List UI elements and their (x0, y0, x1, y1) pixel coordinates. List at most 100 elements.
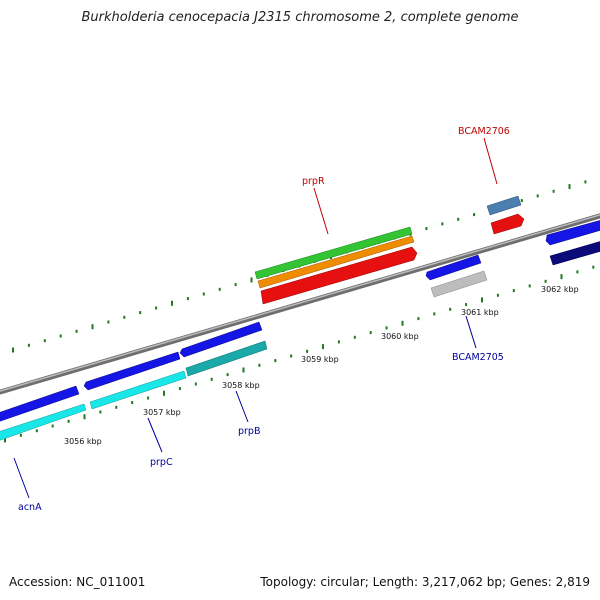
lower-tick-dot (35, 429, 38, 433)
label-prpC[interactable]: prpC (150, 457, 173, 468)
tick-label-3062: 3062 kbp (541, 285, 579, 294)
prpR-connector (313, 187, 329, 235)
lower-tick-dot (178, 387, 181, 391)
lower-tick-dot (481, 297, 483, 303)
tick-label-3057: 3057 kbp (143, 408, 181, 417)
upper-tick-dot (27, 343, 30, 347)
label-BCAM2705[interactable]: BCAM2705 (452, 352, 504, 363)
gene-right-blue-arrow[interactable] (545, 219, 600, 246)
lower-tick-dot (401, 320, 404, 326)
gene-prpR-green[interactable] (254, 226, 413, 280)
gene-prpB-feature[interactable] (185, 340, 268, 377)
gene-prpR-orange[interactable] (257, 235, 415, 289)
upper-tick-dot (155, 306, 158, 310)
lower-tick-dot (306, 349, 309, 353)
lower-tick-dot (576, 270, 579, 274)
lower-tick-dot (115, 405, 118, 409)
gene-BCAM2705-arrow[interactable] (425, 254, 482, 281)
lower-tick-dot (147, 396, 150, 400)
gene-prpC-feature[interactable] (89, 370, 187, 410)
gene-prpB-arrow[interactable] (179, 321, 263, 358)
upper-tick-dot (171, 300, 173, 306)
upper-tick-dot (568, 184, 571, 190)
upper-tick-dot (520, 199, 523, 203)
lower-tick-dot (353, 335, 356, 339)
label-acnA[interactable]: acnA (18, 502, 42, 513)
lower-tick-dot (496, 293, 499, 297)
lower-tick-dot (544, 279, 547, 283)
lower-tick-dot (369, 331, 372, 335)
lower-tick-dot (131, 401, 134, 405)
upper-tick-dot (457, 217, 460, 221)
gene-BCAM2706-arrow[interactable] (490, 213, 525, 235)
upper-tick-dot (584, 180, 587, 184)
upper-tick-dot (107, 320, 110, 324)
upper-tick-dot (186, 297, 189, 301)
map-title: Burkholderia cenocepacia J2315 chromosom… (81, 10, 519, 25)
lower-tick-dot (592, 265, 595, 269)
upper-tick-dot (218, 287, 221, 291)
lower-tick-dot (322, 344, 324, 350)
upper-tick-dot (123, 315, 126, 319)
gene-prpR-red[interactable] (260, 246, 418, 305)
lower-tick-dot (4, 437, 6, 443)
label-prpR[interactable]: prpR (302, 176, 325, 187)
lower-tick-dot (274, 359, 277, 363)
chromosome-backbone-highlight (0, 214, 600, 392)
chromosome-backbone (0, 213, 600, 395)
upper-tick-dot (43, 339, 46, 343)
lower-tick-dot (290, 354, 293, 358)
gene-BCAM2705-feature[interactable] (430, 270, 488, 298)
tick-label-3060: 3060 kbp (381, 332, 419, 341)
lower-tick-dot (163, 390, 165, 396)
label-BCAM2706[interactable]: BCAM2706 (458, 126, 510, 137)
gene-acnA-arrow[interactable] (0, 385, 80, 423)
accession-text: Accession: NC_011001 (9, 575, 146, 589)
upper-tick-dot (441, 222, 444, 226)
lower-tick-dot (449, 307, 452, 311)
lower-tick-dot (465, 303, 468, 307)
gene-prpC-arrow[interactable] (83, 351, 181, 391)
lower-tick-dot (242, 367, 245, 373)
lower-tick-dot (560, 274, 563, 280)
prpB-connector (235, 390, 249, 423)
topology-text: Topology: circular; Length: 3,217,062 bp… (260, 575, 590, 589)
tick-label-3056: 3056 kbp (64, 437, 102, 446)
prpC-connector (147, 417, 163, 453)
gene-acnA-feature[interactable] (0, 403, 87, 442)
lower-tick-dot (210, 377, 213, 381)
upper-tick-dot (202, 292, 205, 296)
upper-tick-dot (552, 189, 555, 193)
upper-tick-dot (473, 213, 476, 217)
label-prpB[interactable]: prpB (238, 426, 260, 437)
tick-label-3061: 3061 kbp (461, 308, 499, 317)
upper-tick-dot (75, 329, 78, 333)
gene-right-navy-feature[interactable] (549, 240, 600, 266)
tick-label-3059: 3059 kbp (301, 355, 339, 364)
BCAM2706-connector (483, 137, 498, 185)
upper-tick-dot (59, 334, 62, 338)
lower-tick-dot (51, 424, 54, 428)
lower-tick-dot (258, 363, 261, 367)
lower-tick-dot (337, 340, 340, 344)
upper-tick-dot (12, 347, 14, 353)
lower-tick-dot (19, 433, 22, 437)
upper-tick-dot (234, 283, 237, 287)
lower-tick-dot (194, 382, 197, 386)
lower-tick-dot (83, 414, 86, 420)
upper-tick-dot (536, 194, 539, 198)
lower-tick-dot (99, 410, 102, 414)
lower-tick-dot (433, 312, 436, 316)
lower-tick-dot (67, 419, 70, 423)
lower-tick-dot (528, 284, 531, 288)
lower-tick-row (4, 265, 595, 443)
gene-BCAM2706-feature[interactable] (486, 195, 522, 216)
lower-tick-dot (385, 326, 388, 330)
upper-tick-dot (91, 324, 94, 330)
tick-label-3058: 3058 kbp (222, 381, 260, 390)
lower-tick-dot (226, 373, 229, 377)
upper-tick-dot (425, 227, 428, 231)
BCAM2705-connector (465, 315, 477, 349)
upper-tick-dot (250, 277, 253, 283)
